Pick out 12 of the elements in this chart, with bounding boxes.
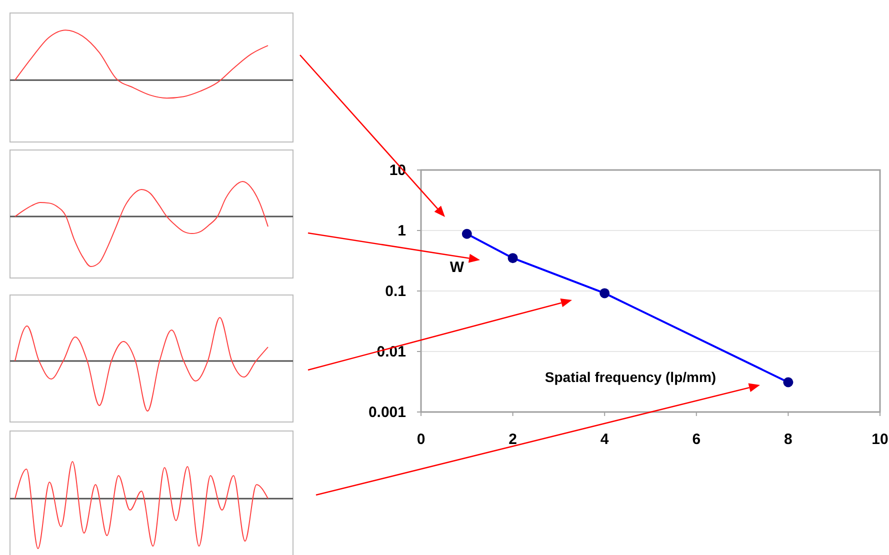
y-tick-label: 0.001 (368, 404, 406, 421)
y-tick-label: 10 (389, 162, 406, 179)
annotation: W (450, 259, 465, 276)
y-tick-label: 1 (398, 222, 406, 240)
x-tick-label: 10 (872, 431, 888, 448)
x-tick-label: 8 (784, 431, 792, 448)
x-tick-label: 4 (600, 431, 610, 448)
x-axis-title: Spatial frequency (lp/mm) (544, 369, 716, 385)
x-tick-label: 2 (508, 431, 517, 448)
x-tick-label: 0 (416, 431, 426, 448)
x-tick-label: 6 (692, 431, 701, 448)
y-tick-label: 0.1 (385, 283, 406, 300)
